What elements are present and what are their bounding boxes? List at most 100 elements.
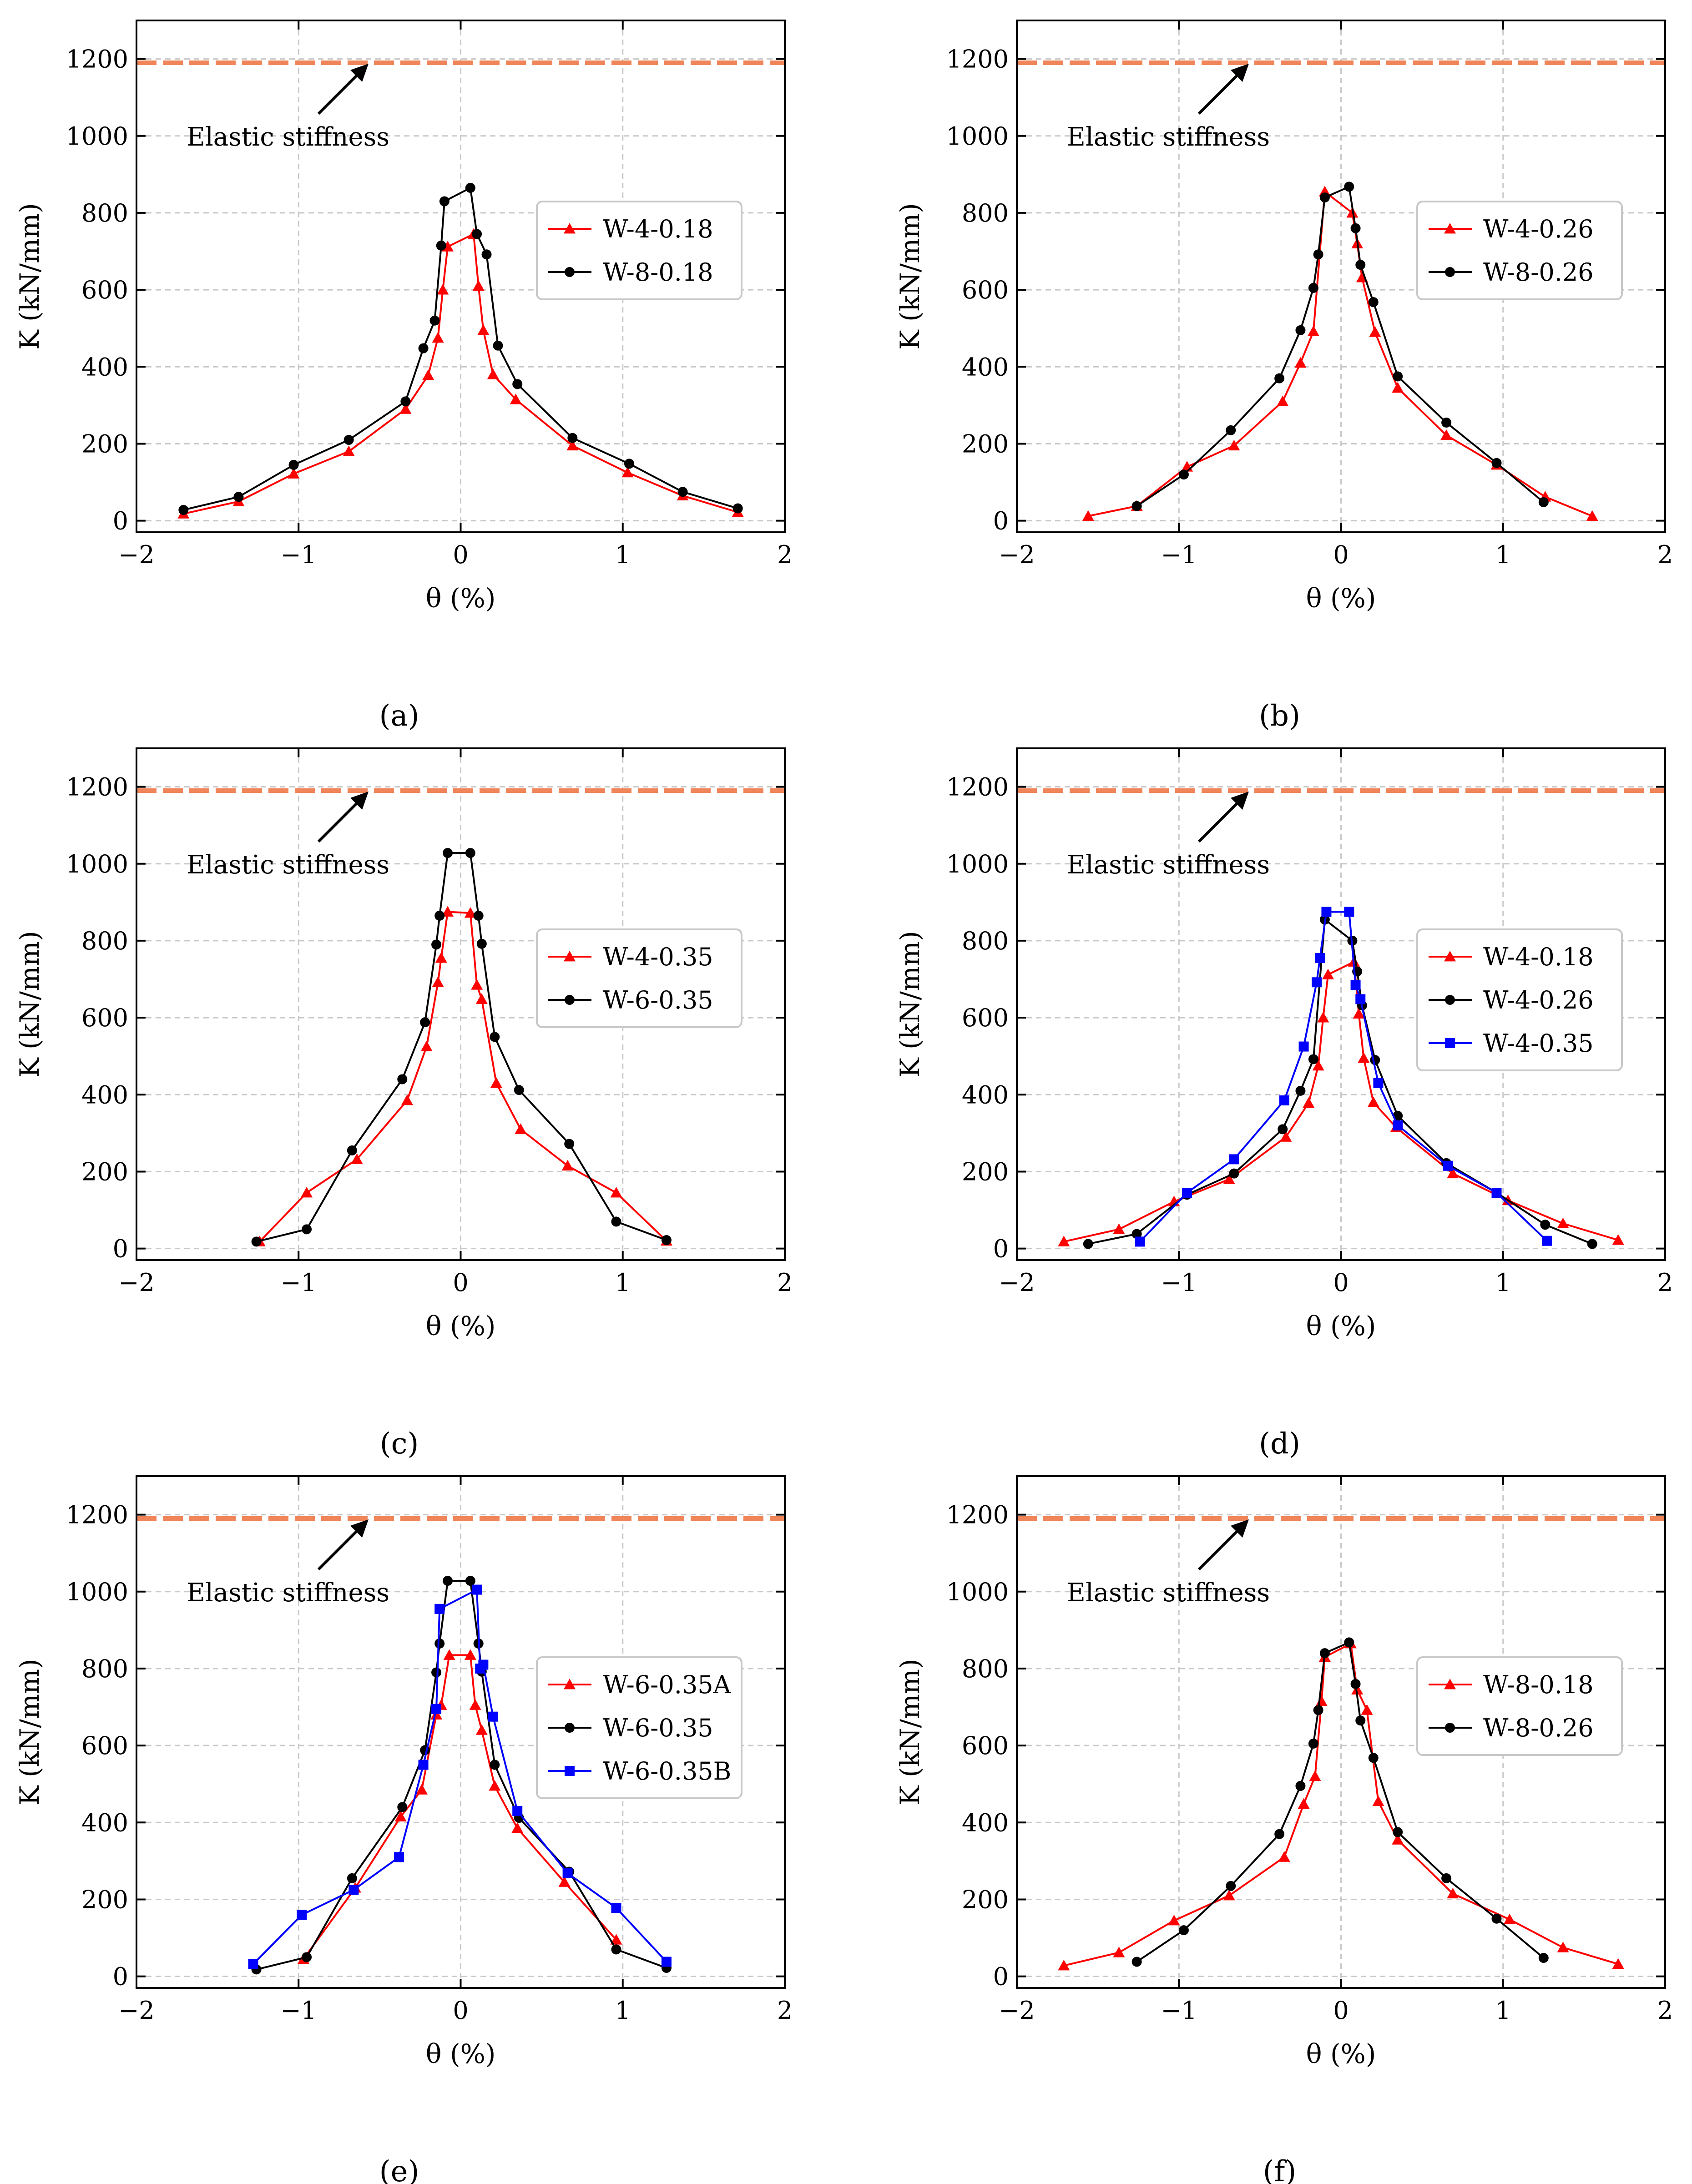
annotation-arrow — [317, 70, 363, 115]
annotation-arrowhead — [350, 792, 369, 810]
data-point-W-6-0.35B — [478, 1659, 489, 1670]
x-tick-label: −2 — [999, 1996, 1035, 2025]
data-point-W-8-0.18 — [1447, 1887, 1459, 1899]
data-point-W-8-0.18 — [436, 240, 446, 251]
data-point-W-4-0.35 — [435, 952, 447, 963]
legend-marker — [1444, 223, 1456, 234]
data-point-W-8-0.18 — [1315, 1695, 1328, 1706]
x-tick-label: 0 — [453, 540, 468, 569]
data-point-W-4-0.35 — [1373, 1078, 1384, 1088]
chart-panel-e: Elastic stiffness −2 −1 0 1 2 0 200 400 600 800 100… — [14, 1475, 793, 2184]
data-point-W-6-0.35 — [611, 1216, 621, 1227]
series-line-W-6-0.35A — [303, 1654, 617, 1960]
data-point-W-6-0.35B — [562, 1868, 573, 1878]
data-point-W-4-0.35 — [490, 1077, 502, 1088]
y-tick-label: 200 — [81, 1885, 128, 1914]
legend — [536, 1656, 742, 1799]
data-point-W-4-0.18 — [621, 466, 634, 478]
legend-marker — [1445, 1038, 1455, 1048]
data-point-W-4-0.18 — [1358, 1052, 1370, 1063]
data-point-W-6-0.35A — [558, 1876, 571, 1887]
y-axis-label: K (kN/mm) — [14, 931, 45, 1077]
data-point-W-4-0.18 — [1280, 1131, 1292, 1142]
legend-marker — [565, 1723, 575, 1733]
x-axis-label: θ (%) — [426, 2038, 496, 2069]
x-axis-label: θ (%) — [1306, 583, 1376, 614]
data-point-W-6-0.35B — [248, 1959, 258, 1969]
elastic-stiffness-label: Elastic stiffness — [187, 1578, 389, 1608]
annotation-arrow — [317, 1525, 363, 1571]
panel-label: (a) — [379, 699, 419, 733]
data-point-W-6-0.35 — [661, 1235, 672, 1246]
annotation-arrow — [1197, 1525, 1243, 1571]
data-point-W-4-0.18 — [437, 284, 449, 295]
data-point-W-8-0.18 — [400, 396, 411, 407]
data-point-W-8-0.26 — [1308, 282, 1318, 293]
y-tick-label: 0 — [113, 1235, 128, 1263]
data-point-W-8-0.26 — [1313, 1705, 1323, 1715]
data-point-W-4-0.35 — [1393, 1120, 1403, 1130]
series-line-W-6-0.35 — [256, 852, 667, 1243]
data-point-W-4-0.35 — [1312, 977, 1322, 988]
data-point-W-8-0.26 — [1368, 1753, 1379, 1763]
data-point-W-4-0.26 — [1369, 326, 1381, 337]
data-point-W-8-0.18 — [1392, 1834, 1404, 1845]
y-tick-label: 1000 — [66, 850, 128, 878]
y-tick-label: 0 — [993, 1235, 1009, 1263]
y-tick-label: 0 — [993, 1962, 1009, 1991]
y-tick-label: 800 — [962, 927, 1009, 955]
data-point-W-8-0.26 — [1393, 371, 1403, 382]
x-tick-label: 2 — [1657, 1996, 1673, 2025]
x-tick-label: 1 — [1495, 1996, 1511, 2025]
data-point-W-4-0.35 — [1298, 1041, 1309, 1052]
data-point-W-4-0.35 — [401, 1094, 413, 1105]
y-tick-label: 200 — [81, 429, 128, 458]
y-axis-label: K (kN/mm) — [14, 203, 45, 349]
data-point-W-4-0.35 — [1541, 1236, 1552, 1246]
y-tick-label: 200 — [962, 1157, 1009, 1186]
data-point-W-6-0.35A — [464, 1649, 476, 1660]
x-tick-label: −2 — [999, 540, 1035, 569]
data-point-W-8-0.18 — [1309, 1770, 1321, 1781]
data-point-W-4-0.18 — [1367, 1096, 1379, 1107]
x-axis-label: θ (%) — [1306, 2038, 1376, 2069]
data-point-W-6-0.35 — [251, 1236, 262, 1247]
data-point-W-6-0.35B — [434, 1604, 445, 1614]
x-tick-label: 1 — [615, 1996, 631, 2025]
y-tick-label: 1200 — [946, 773, 1009, 802]
legend-entry: W-6-0.35B — [603, 1757, 731, 1786]
annotation-arrowhead — [1231, 64, 1249, 82]
data-point-W-8-0.26 — [1355, 260, 1366, 270]
data-point-W-6-0.35A — [394, 1811, 407, 1821]
data-point-W-4-0.18 — [1113, 1223, 1125, 1234]
data-point-W-8-0.18 — [624, 459, 634, 469]
legend — [1416, 928, 1623, 1071]
data-point-W-4-0.26 — [1228, 439, 1240, 451]
y-tick-label: 200 — [81, 1157, 128, 1186]
y-tick-label: 800 — [81, 1654, 128, 1683]
y-tick-label: 1200 — [946, 45, 1009, 74]
data-point-W-4-0.18 — [510, 393, 522, 404]
y-tick-label: 1000 — [946, 122, 1009, 151]
data-point-W-6-0.35B — [472, 1584, 482, 1595]
data-point-W-8-0.26 — [1491, 458, 1502, 468]
data-point-W-6-0.35 — [302, 1224, 312, 1235]
panel-label: (e) — [379, 2155, 419, 2184]
data-point-W-6-0.35B — [661, 1957, 672, 1967]
x-tick-label: 2 — [777, 540, 793, 569]
x-tick-label: 1 — [615, 1268, 631, 1297]
y-tick-label: 1000 — [946, 1578, 1009, 1606]
data-point-W-8-0.26 — [1441, 1873, 1452, 1883]
annotation-arrowhead — [1231, 792, 1249, 810]
data-point-W-8-0.18 — [1504, 1913, 1515, 1924]
data-point-W-4-0.35 — [1315, 953, 1325, 963]
elastic-stiffness-label: Elastic stiffness — [187, 122, 389, 152]
legend-marker — [564, 951, 576, 962]
data-point-W-4-0.18 — [1303, 1097, 1315, 1108]
chart-panel-c: Elastic stiffness −2 −1 0 1 2 0 200 400 600 800 100… — [14, 747, 793, 1461]
series-line-W-4-0.18 — [1063, 961, 1619, 1243]
data-point-W-6-0.35 — [397, 1802, 408, 1812]
annotation-arrow — [317, 797, 363, 843]
data-point-W-4-0.18 — [1557, 1217, 1569, 1229]
data-point-W-4-0.18 — [477, 324, 490, 335]
